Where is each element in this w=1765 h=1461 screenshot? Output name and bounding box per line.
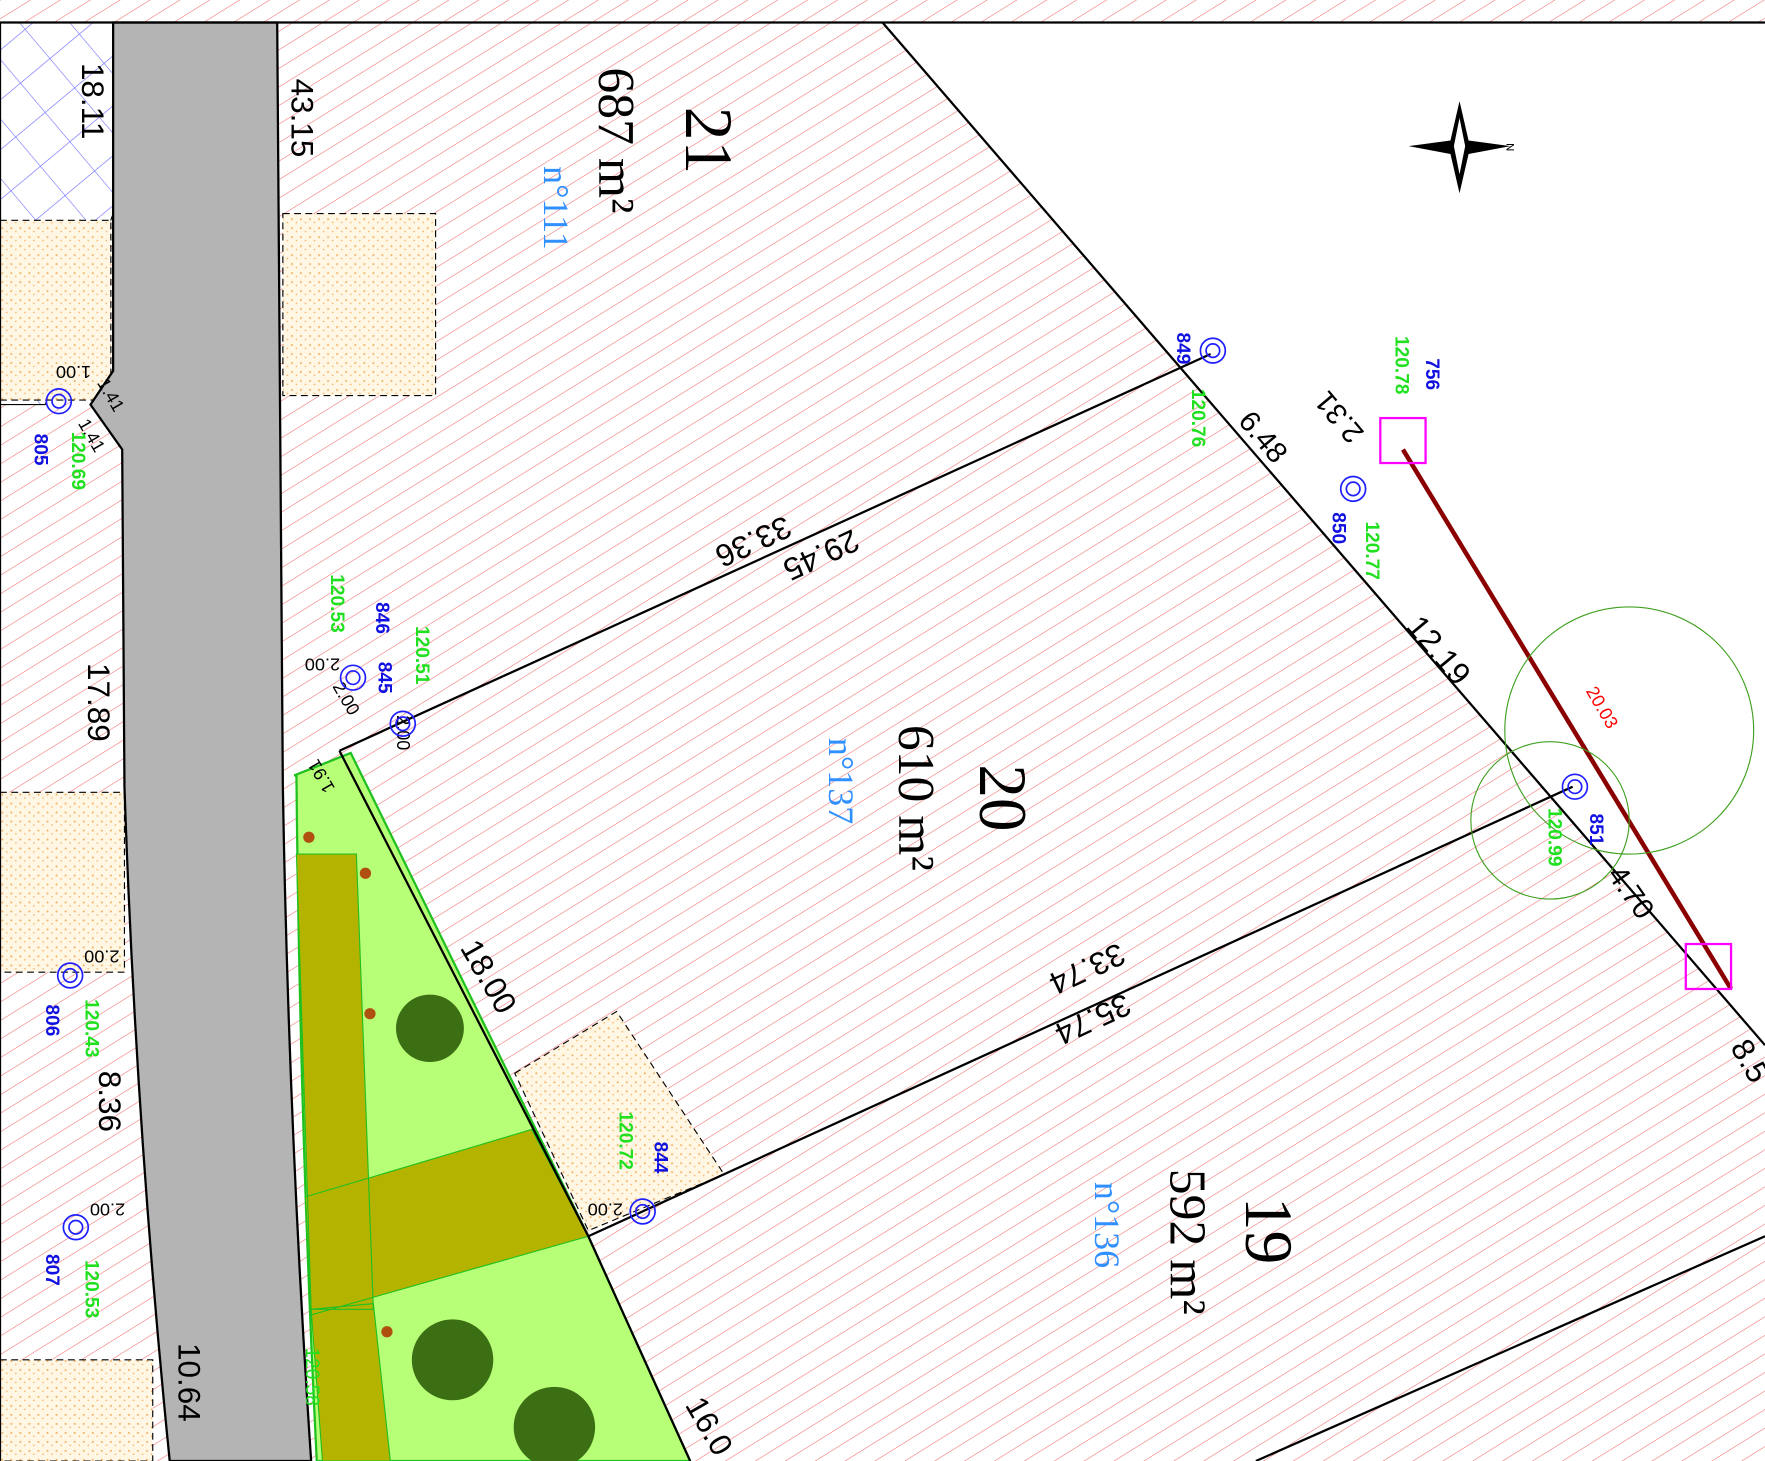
sand-zone (283, 214, 436, 396)
lot-number: 21 (671, 107, 746, 174)
point-elevation: 120.76 (1187, 389, 1208, 447)
point-id: 807 (41, 1254, 62, 1286)
point-id: 846 (371, 602, 392, 634)
dimension: 2.00 (84, 947, 119, 967)
lot-area: 610 m² (887, 725, 944, 871)
lot-ref: n°136 (1087, 1182, 1127, 1268)
lot-area: 592 m² (1158, 1169, 1215, 1315)
point-elevation: 120.72 (614, 1112, 635, 1170)
dimension: 1.00 (56, 362, 91, 382)
point-elevation: 120.99 (1543, 808, 1564, 866)
point-id: 806 (41, 1005, 62, 1037)
dimension: 43.15 (284, 79, 320, 158)
point-id: 850 (1327, 512, 1348, 544)
dimension: 17.89 (81, 663, 117, 742)
dimension: 2.00 (305, 654, 340, 674)
page: {"lots":[{"number":"21","area":"687 m²",… (0, 0, 1765, 1461)
lot-number: 20 (965, 764, 1040, 831)
point-elevation: 120.78 (1391, 336, 1412, 395)
cadastral-map: N 21 687 m² n°111 20 610 m² n°137 19 592 m² n°13… (0, 0, 1765, 1461)
dimension: 8.36 (92, 1071, 128, 1132)
elevation-label: 120.58 (301, 1348, 322, 1406)
dimension: 18.11 (75, 63, 111, 139)
lot-ref: n°111 (536, 166, 576, 250)
point-id: 805 (30, 434, 51, 466)
dimension: 2.00 (90, 1199, 125, 1219)
point-elevation: 120.69 (67, 432, 88, 490)
point-elevation: 120.77 (1361, 521, 1382, 579)
compass-label: N (1503, 143, 1515, 151)
point-elevation: 120.43 (80, 999, 101, 1057)
lot-area: 687 m² (587, 67, 644, 213)
sand-zone (0, 1360, 153, 1461)
dimension: 2.00 (588, 1199, 623, 1219)
point-elevation: 120.53 (326, 574, 347, 632)
dimension: 2.00 (393, 715, 413, 750)
point-id: 851 (1585, 813, 1606, 845)
point-id: 845 (373, 662, 394, 694)
dimension: 10.64 (171, 1343, 207, 1422)
point-id: 844 (650, 1142, 671, 1174)
point-elevation: 120.51 (411, 626, 432, 685)
lot-number: 19 (1231, 1197, 1306, 1264)
point-elevation: 120.53 (80, 1260, 101, 1318)
sand-zone (0, 792, 124, 972)
lot-ref: n°137 (821, 738, 861, 824)
point-id: 849 (1172, 332, 1193, 364)
point-id: 756 (1421, 358, 1442, 390)
